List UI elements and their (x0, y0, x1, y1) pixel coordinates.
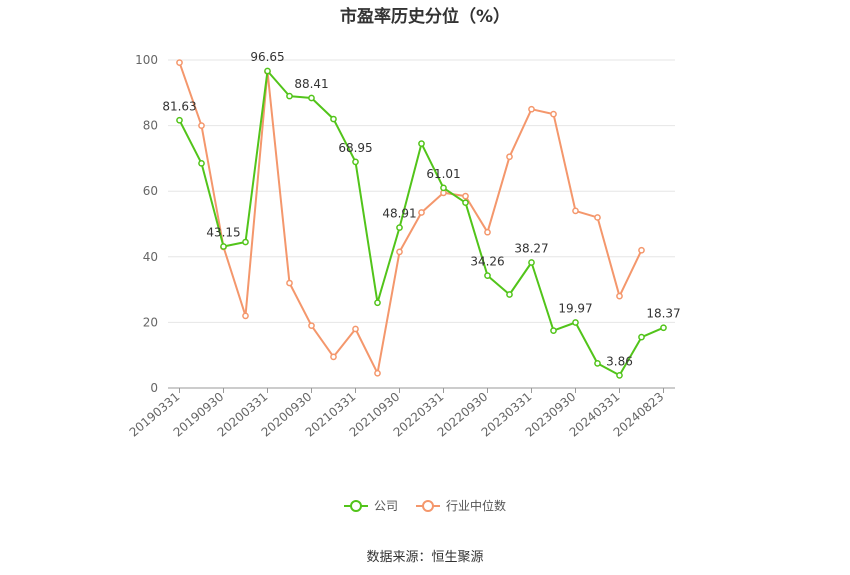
data-label: 48.91 (382, 207, 416, 221)
data-labels: 81.63 43.15 96.65 88.41 68.95 48.91 61.01 34.26… (162, 50, 680, 368)
data-point (198, 122, 205, 129)
legend-label-company: 公司 (373, 499, 398, 513)
data-point (484, 228, 491, 236)
legend: 公司 行业中位数 (0, 497, 850, 514)
data-point (638, 333, 645, 341)
legend-swatch-industry-median (416, 499, 440, 513)
data-label: 38.27 (514, 241, 548, 255)
series-group (176, 59, 667, 379)
data-point (506, 153, 513, 161)
data-label: 68.95 (338, 141, 372, 155)
data-point (528, 259, 535, 266)
x-axis: 2019033120190930202003312020093020210331… (127, 387, 675, 440)
data-point (616, 371, 623, 379)
data-point (462, 199, 469, 207)
series-line-1 (178, 62, 643, 375)
y-tick-label: 60 (143, 184, 158, 198)
data-label: 19.97 (558, 301, 592, 315)
legend-swatch-company (343, 499, 368, 513)
data-point (352, 158, 359, 166)
data-label: 18.37 (646, 307, 680, 321)
data-point (352, 325, 359, 333)
y-tick-label: 80 (143, 119, 158, 133)
data-point (176, 59, 183, 66)
data-point (330, 353, 337, 361)
y-tick-label: 0 (150, 381, 158, 395)
data-point (220, 243, 227, 250)
data-label: 3.86 (606, 354, 633, 368)
data-point (176, 116, 183, 124)
data-point (264, 67, 271, 75)
data-label: 81.63 (162, 99, 196, 113)
legend-item-industry-median[interactable]: 行业中位数 (416, 497, 506, 514)
y-tick-label: 40 (143, 250, 158, 264)
data-point (418, 140, 425, 147)
y-axis: 0 20 40 60 80 100 (135, 53, 158, 395)
data-point (616, 292, 623, 300)
data-point (440, 184, 447, 192)
legend-item-company[interactable]: 公司 (343, 497, 398, 514)
data-point (484, 272, 491, 279)
y-tick-label: 20 (143, 315, 158, 329)
data-point (660, 324, 667, 332)
data-point (594, 360, 601, 367)
data-label: 61.01 (426, 167, 460, 181)
data-source: 数据来源：恒生聚源 (366, 550, 484, 565)
data-point (242, 238, 249, 246)
data-point (286, 279, 293, 287)
data-point (528, 105, 535, 113)
data-point (572, 207, 579, 215)
series-line-0 (178, 70, 664, 377)
data-label: 34.26 (470, 255, 504, 269)
data-point (374, 369, 381, 377)
data-label: 88.41 (294, 77, 328, 91)
data-point (396, 248, 403, 256)
data-point (308, 94, 315, 102)
data-point (572, 319, 579, 326)
grid-lines (168, 59, 675, 323)
data-point (330, 115, 337, 123)
data-label: 43.15 (206, 225, 240, 239)
data-point (462, 192, 469, 200)
data-point (308, 322, 315, 330)
data-point (550, 110, 557, 118)
data-point (638, 246, 645, 254)
y-tick-label: 100 (135, 53, 158, 67)
data-label: 96.65 (250, 50, 284, 64)
data-point (242, 312, 249, 320)
data-point (550, 327, 557, 334)
data-point (374, 299, 381, 307)
legend-label-industry-median: 行业中位数 (446, 499, 507, 513)
data-point (198, 159, 205, 167)
data-point (396, 224, 403, 231)
chart-title: 市盈率历史分位（%） (339, 7, 511, 27)
data-point (418, 209, 425, 216)
data-point (594, 214, 601, 221)
data-point (506, 291, 513, 298)
data-point (286, 92, 293, 100)
